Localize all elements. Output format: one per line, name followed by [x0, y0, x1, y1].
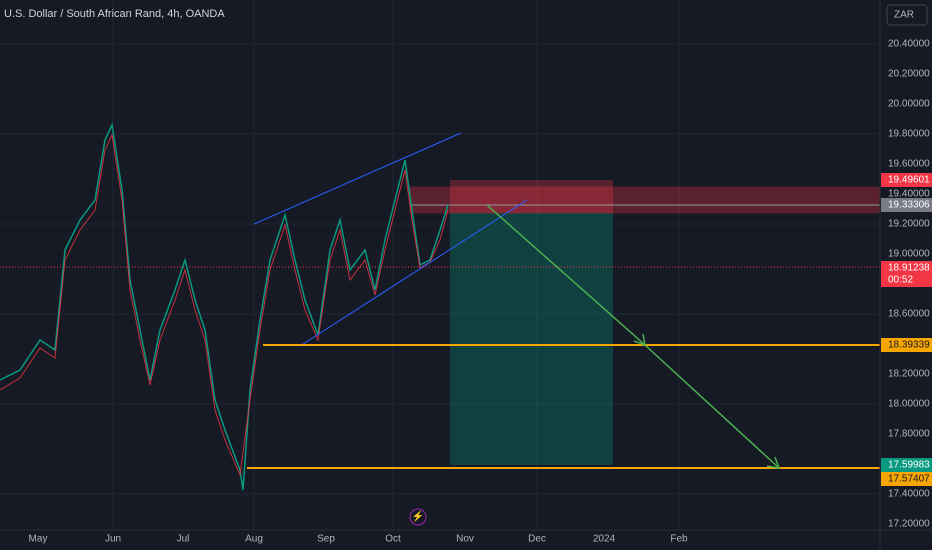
price-tag [881, 273, 932, 287]
price-label: 19.00000 [888, 249, 930, 260]
time-label: Sep [317, 534, 335, 545]
price-label: 20.20000 [888, 69, 930, 80]
grid [0, 0, 880, 530]
price-label: 18.60000 [888, 309, 930, 320]
time-label: Oct [385, 534, 401, 545]
price-label: 18.00000 [888, 399, 930, 410]
stop-zone [450, 180, 613, 213]
price-line-down [0, 133, 449, 477]
time-label: May [29, 534, 48, 545]
price-tag-label: 18.91238 [888, 263, 930, 274]
resistance-box [409, 186, 881, 214]
price-tag-label: 17.59983 [888, 460, 930, 471]
target-zone [450, 213, 613, 465]
price-label: 18.20000 [888, 369, 930, 380]
price-label: 20.00000 [888, 99, 930, 110]
price-tag [881, 173, 932, 187]
currency-button[interactable] [886, 4, 928, 26]
price-label: 19.20000 [888, 219, 930, 230]
price-tag [881, 198, 932, 212]
price-label: 19.40000 [888, 189, 930, 200]
price-label: 19.80000 [888, 129, 930, 140]
time-label: 2024 [593, 534, 616, 545]
price-label: 20.40000 [888, 39, 930, 50]
event-icon-glyph: ⚡ [412, 510, 424, 523]
price-label: 17.20000 [888, 519, 930, 530]
time-axis-labels: May Jun Jul Aug Sep Oct Nov Dec 2024 Feb [29, 534, 689, 545]
price-tag [881, 458, 932, 472]
time-label: Jul [177, 534, 190, 545]
arrow-head [633, 333, 646, 347]
time-label: Feb [670, 534, 688, 545]
price-tag [881, 338, 932, 352]
price-tag-label: 00:52 [888, 275, 913, 286]
price-tag [881, 472, 932, 486]
price-tag [881, 261, 932, 275]
price-label: 17.40000 [888, 489, 930, 500]
event-icon[interactable] [409, 508, 427, 526]
time-label: Jun [105, 534, 121, 545]
currency-label[interactable]: ZAR [894, 10, 914, 21]
price-tag-label: 19.33306 [888, 200, 930, 211]
price-line [0, 122, 449, 491]
time-label: Nov [456, 534, 474, 545]
time-label: Dec [528, 534, 546, 545]
price-label: 19.60000 [888, 159, 930, 170]
price-tag-label: 19.49601 [888, 175, 930, 186]
channel-lower [299, 199, 528, 347]
arrow-head [766, 456, 781, 469]
channel-upper [253, 132, 462, 225]
symbol-title: U.S. Dollar / South African Rand, 4h, OA… [4, 8, 225, 20]
time-label: Aug [245, 534, 263, 545]
price-tag-label: 18.39339 [888, 340, 930, 351]
price-tag-label: 17.57407 [888, 474, 930, 485]
price-label: 17.80000 [888, 429, 930, 440]
